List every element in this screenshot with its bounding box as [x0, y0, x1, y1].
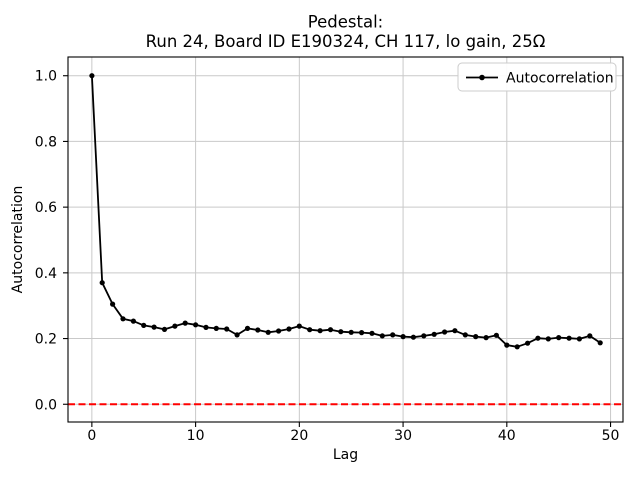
data-point-marker — [110, 301, 116, 307]
data-point-marker — [141, 322, 147, 328]
data-point-marker — [224, 326, 230, 332]
x-tick-label: 40 — [498, 428, 516, 444]
x-tick-label: 20 — [290, 428, 308, 444]
data-point-marker — [514, 344, 520, 350]
x-tick-label: 10 — [187, 428, 205, 444]
data-point-marker — [473, 334, 479, 340]
data-point-marker — [493, 332, 499, 338]
data-point-marker — [151, 324, 157, 330]
data-point-marker — [359, 330, 365, 336]
grid-layer — [68, 57, 623, 422]
data-point-marker — [535, 335, 541, 341]
data-point-marker — [276, 328, 282, 334]
data-point-marker — [525, 340, 531, 346]
data-point-marker — [421, 333, 427, 339]
tick-label-layer: 0 10 20 30 40 50 0.0 0.2 0.4 0.6 0.8 1.0 — [35, 69, 620, 444]
chart-title-line-2: Run 24, Board ID E190324, CH 117, lo gai… — [146, 32, 546, 51]
data-point-marker — [203, 324, 209, 330]
data-point-marker — [286, 326, 292, 332]
data-point-marker — [587, 333, 593, 339]
data-point-marker — [576, 336, 583, 342]
data-point-marker — [369, 330, 375, 336]
data-point-marker — [442, 329, 448, 335]
y-tick-label: 1.0 — [35, 69, 57, 85]
data-point-marker — [89, 73, 95, 79]
data-point-marker — [255, 327, 261, 333]
data-point-marker — [462, 332, 468, 338]
data-point-marker — [213, 325, 219, 331]
data-point-marker — [182, 320, 188, 326]
legend-marker-icon — [479, 74, 485, 81]
data-point-marker — [390, 332, 396, 338]
legend-label: Autocorrelation — [506, 71, 614, 87]
y-tick-label: 0.4 — [35, 266, 57, 282]
y-axis-label: Autocorrelation — [10, 186, 26, 294]
data-point-marker — [545, 336, 551, 342]
y-tick-label: 0.0 — [35, 397, 57, 413]
data-point-marker — [265, 329, 271, 335]
x-tick-label: 0 — [87, 428, 96, 444]
data-point-marker — [120, 316, 126, 322]
y-tick-label: 0.8 — [35, 134, 57, 150]
plot-border — [67, 56, 624, 423]
autocorrelation-series-line — [91, 75, 601, 348]
data-point-marker — [597, 340, 603, 346]
data-point-marker — [338, 329, 344, 335]
x-axis-label: Lag — [333, 447, 358, 463]
data-point-marker — [172, 323, 178, 329]
data-point-marker — [161, 326, 168, 332]
legend-box — [457, 62, 617, 92]
data-point-marker — [431, 331, 437, 337]
data-point-marker — [566, 335, 572, 341]
data-point-marker — [504, 342, 510, 348]
data-point-marker — [296, 323, 302, 329]
data-point-marker — [379, 333, 385, 339]
y-tick-label: 0.6 — [35, 200, 57, 216]
x-tick-label: 50 — [602, 428, 620, 444]
data-point-marker — [99, 280, 105, 286]
data-point-marker — [348, 329, 354, 335]
data-point-marker — [483, 335, 489, 341]
data-point-marker — [327, 327, 334, 333]
legend: Autocorrelation — [457, 62, 617, 92]
data-point-marker — [400, 334, 406, 340]
data-point-marker — [307, 327, 313, 333]
data-point-marker — [452, 328, 458, 334]
series-layer — [89, 73, 603, 350]
data-point-marker — [556, 335, 562, 341]
data-point-marker — [193, 322, 199, 328]
data-point-marker — [130, 318, 136, 324]
axes-layer — [63, 56, 624, 427]
x-tick-label: 30 — [394, 428, 412, 444]
data-point-marker — [234, 332, 240, 338]
data-point-marker — [244, 325, 251, 331]
data-point-marker — [410, 334, 416, 340]
data-point-marker — [317, 328, 323, 334]
chart-title-line-1: Pedestal: — [308, 13, 383, 32]
y-tick-label: 0.2 — [35, 332, 57, 348]
